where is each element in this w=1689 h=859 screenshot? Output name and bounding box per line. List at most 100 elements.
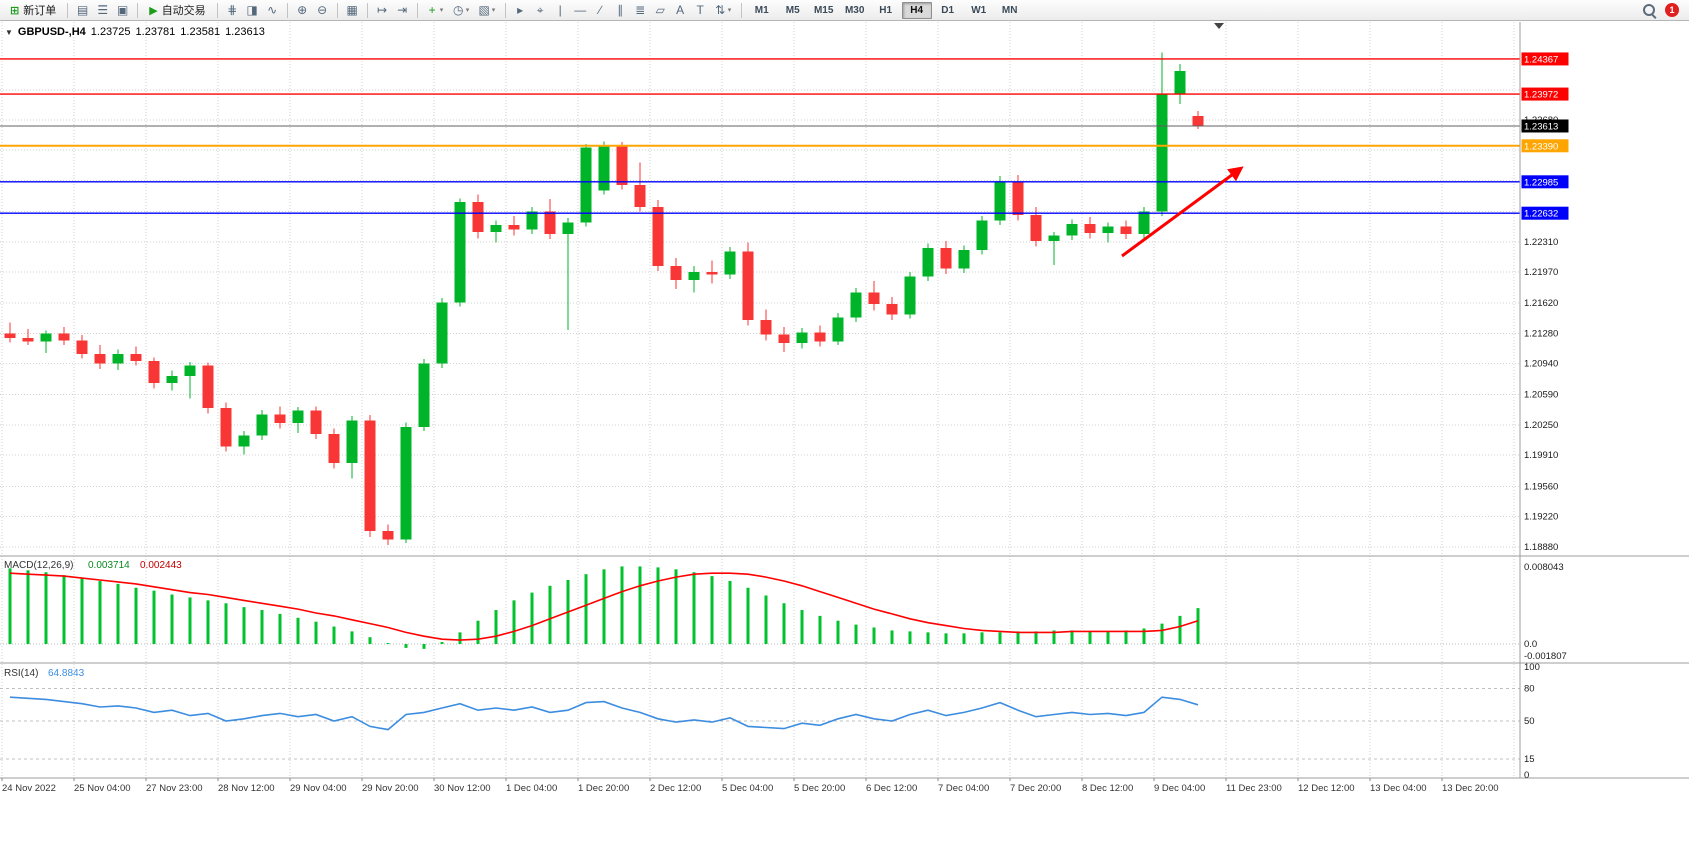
macd-histogram-bar — [332, 626, 336, 644]
candle-up — [490, 224, 502, 233]
search-icon[interactable] — [1641, 2, 1657, 18]
shapes-icon[interactable]: ▱ — [655, 3, 665, 17]
candle-down — [4, 333, 16, 338]
templates-icon[interactable]: ▧ — [478, 3, 490, 17]
templates-dropdown-icon[interactable]: ▾ — [491, 7, 496, 14]
trend-arrow[interactable] — [1121, 166, 1244, 258]
new-order-button[interactable]: ⊞ 新订单 — [4, 1, 62, 19]
separators — [0, 22, 1689, 779]
grid — [0, 22, 1520, 776]
time-label: 5 Dec 04:00 — [722, 783, 773, 794]
shift-marker-icon[interactable] — [1214, 23, 1224, 29]
resistance-line-2-label: 1.23972 — [1524, 90, 1558, 101]
timeframe-m30[interactable]: M30 — [844, 4, 865, 16]
pivot-line-label: 1.23390 — [1524, 141, 1558, 152]
periods-icon[interactable]: ◷ — [452, 3, 464, 17]
candle-down — [1030, 215, 1042, 241]
resistance-line-1-label-box — [1521, 52, 1569, 66]
macd-histogram-bar — [62, 575, 66, 644]
zoom-out-icon[interactable]: ⊖ — [317, 3, 328, 17]
candle-down — [652, 207, 664, 266]
macd-histogram-bar — [692, 572, 696, 644]
crosshair-icon[interactable]: ⌖ — [536, 2, 544, 17]
indicators-icon[interactable]: + — [428, 3, 436, 17]
macd-histogram-bar — [656, 567, 660, 644]
macd-histogram-bar — [1088, 631, 1092, 644]
time-label: 12 Dec 12:00 — [1298, 783, 1355, 794]
macd-histogram-bar — [1124, 630, 1128, 644]
candle-down — [508, 224, 520, 230]
timeframe-m15[interactable]: M15 — [813, 4, 834, 16]
symbol-menu-icon[interactable]: ▼ — [5, 27, 13, 37]
macd-histogram-bar — [710, 576, 714, 644]
arrows-dropdown-icon[interactable]: ▾ — [727, 7, 732, 14]
auto-trading-icon: ▶ — [149, 4, 158, 17]
candlestick-chart-icon[interactable]: ◨ — [246, 3, 258, 17]
support-line-2-label: 1.22632 — [1524, 209, 1558, 220]
arrows-icon[interactable]: ⇅ — [715, 3, 726, 17]
text-label-icon[interactable]: T — [696, 3, 704, 17]
candle-down — [886, 304, 898, 315]
rsi-scale-label: 0 — [1524, 770, 1529, 781]
macd-histogram-bar — [1160, 623, 1164, 644]
market-watch-icon[interactable]: ▤ — [77, 3, 89, 17]
periods-dropdown-icon[interactable]: ▾ — [465, 7, 470, 14]
time-label: 1 Dec 20:00 — [578, 783, 629, 794]
toolbar-separator — [137, 2, 139, 18]
tile-windows-icon[interactable]: ▦ — [346, 3, 358, 17]
indicators-dropdown-icon[interactable]: ▾ — [439, 7, 444, 14]
timeframe-w1[interactable]: W1 — [971, 4, 987, 16]
toolbar-separator — [740, 2, 742, 18]
vertical-line-icon[interactable]: | — [558, 3, 562, 17]
terminal-icon[interactable]: ▣ — [117, 3, 129, 17]
notification-badge[interactable]: 1 — [1665, 3, 1679, 17]
macd-scale-min: -0.001807 — [1524, 651, 1567, 662]
macd-histogram-bar — [674, 569, 678, 644]
macd-histogram-bar — [296, 617, 300, 644]
toolbar-separator — [416, 2, 418, 18]
candle-up — [580, 147, 592, 223]
bar-chart-icon[interactable]: ⋕ — [227, 3, 238, 17]
navigator-icon[interactable]: ☰ — [97, 3, 109, 17]
timeframe-m5[interactable]: M5 — [785, 4, 800, 16]
candle-up — [1138, 211, 1150, 234]
timeframe-mn[interactable]: MN — [1001, 4, 1018, 16]
time-label: 24 Nov 2022 — [2, 783, 56, 794]
auto-trading-button[interactable]: ▶ 自动交易 — [143, 1, 211, 19]
macd-histogram-bar — [1034, 631, 1038, 644]
macd-histogram-bar — [998, 632, 1002, 644]
candle-up — [904, 276, 916, 315]
candle-up — [832, 317, 844, 342]
macd-histogram-bar — [152, 590, 156, 644]
macd-value-main: 0.003714 — [88, 560, 130, 571]
timeframe-m1[interactable]: M1 — [754, 4, 769, 16]
macd-histogram-bar — [440, 642, 444, 644]
cursor-icon[interactable]: ▸ — [517, 3, 524, 17]
chart-shift-icon[interactable]: ⇥ — [397, 3, 408, 17]
resistance-line-1-label: 1.24367 — [1524, 54, 1558, 65]
macd-scale-zero: 0.0 — [1524, 639, 1537, 650]
time-label: 27 Nov 23:00 — [146, 783, 203, 794]
horizontal-line-icon[interactable]: — — [574, 3, 587, 17]
fibonacci-icon[interactable]: ≣ — [635, 3, 646, 17]
macd-histogram-bar — [134, 587, 138, 644]
candle-down — [616, 144, 628, 185]
line-chart-icon[interactable]: ∿ — [267, 3, 278, 17]
timeframe-h1[interactable]: H1 — [879, 4, 893, 16]
timeframe-d1[interactable]: D1 — [941, 4, 955, 16]
macd-histogram-bar — [602, 569, 606, 644]
candle-up — [1156, 94, 1168, 212]
macd-panel — [8, 566, 1200, 649]
time-label: 13 Dec 20:00 — [1442, 783, 1499, 794]
new-order-icon: ⊞ — [10, 4, 20, 17]
auto-scroll-icon[interactable]: ↦ — [377, 3, 388, 17]
zoom-in-icon[interactable]: ⊕ — [297, 3, 308, 17]
timeframe-h4[interactable]: H4 — [901, 1, 932, 19]
trendline-icon[interactable]: ∕ — [599, 3, 602, 17]
candle-down — [274, 414, 286, 424]
ohlc-low: 1.23581 — [180, 26, 221, 38]
macd-histogram-bar — [404, 644, 408, 648]
text-icon[interactable]: A — [676, 3, 685, 17]
equidistant-channel-icon[interactable]: ∥ — [617, 3, 624, 17]
